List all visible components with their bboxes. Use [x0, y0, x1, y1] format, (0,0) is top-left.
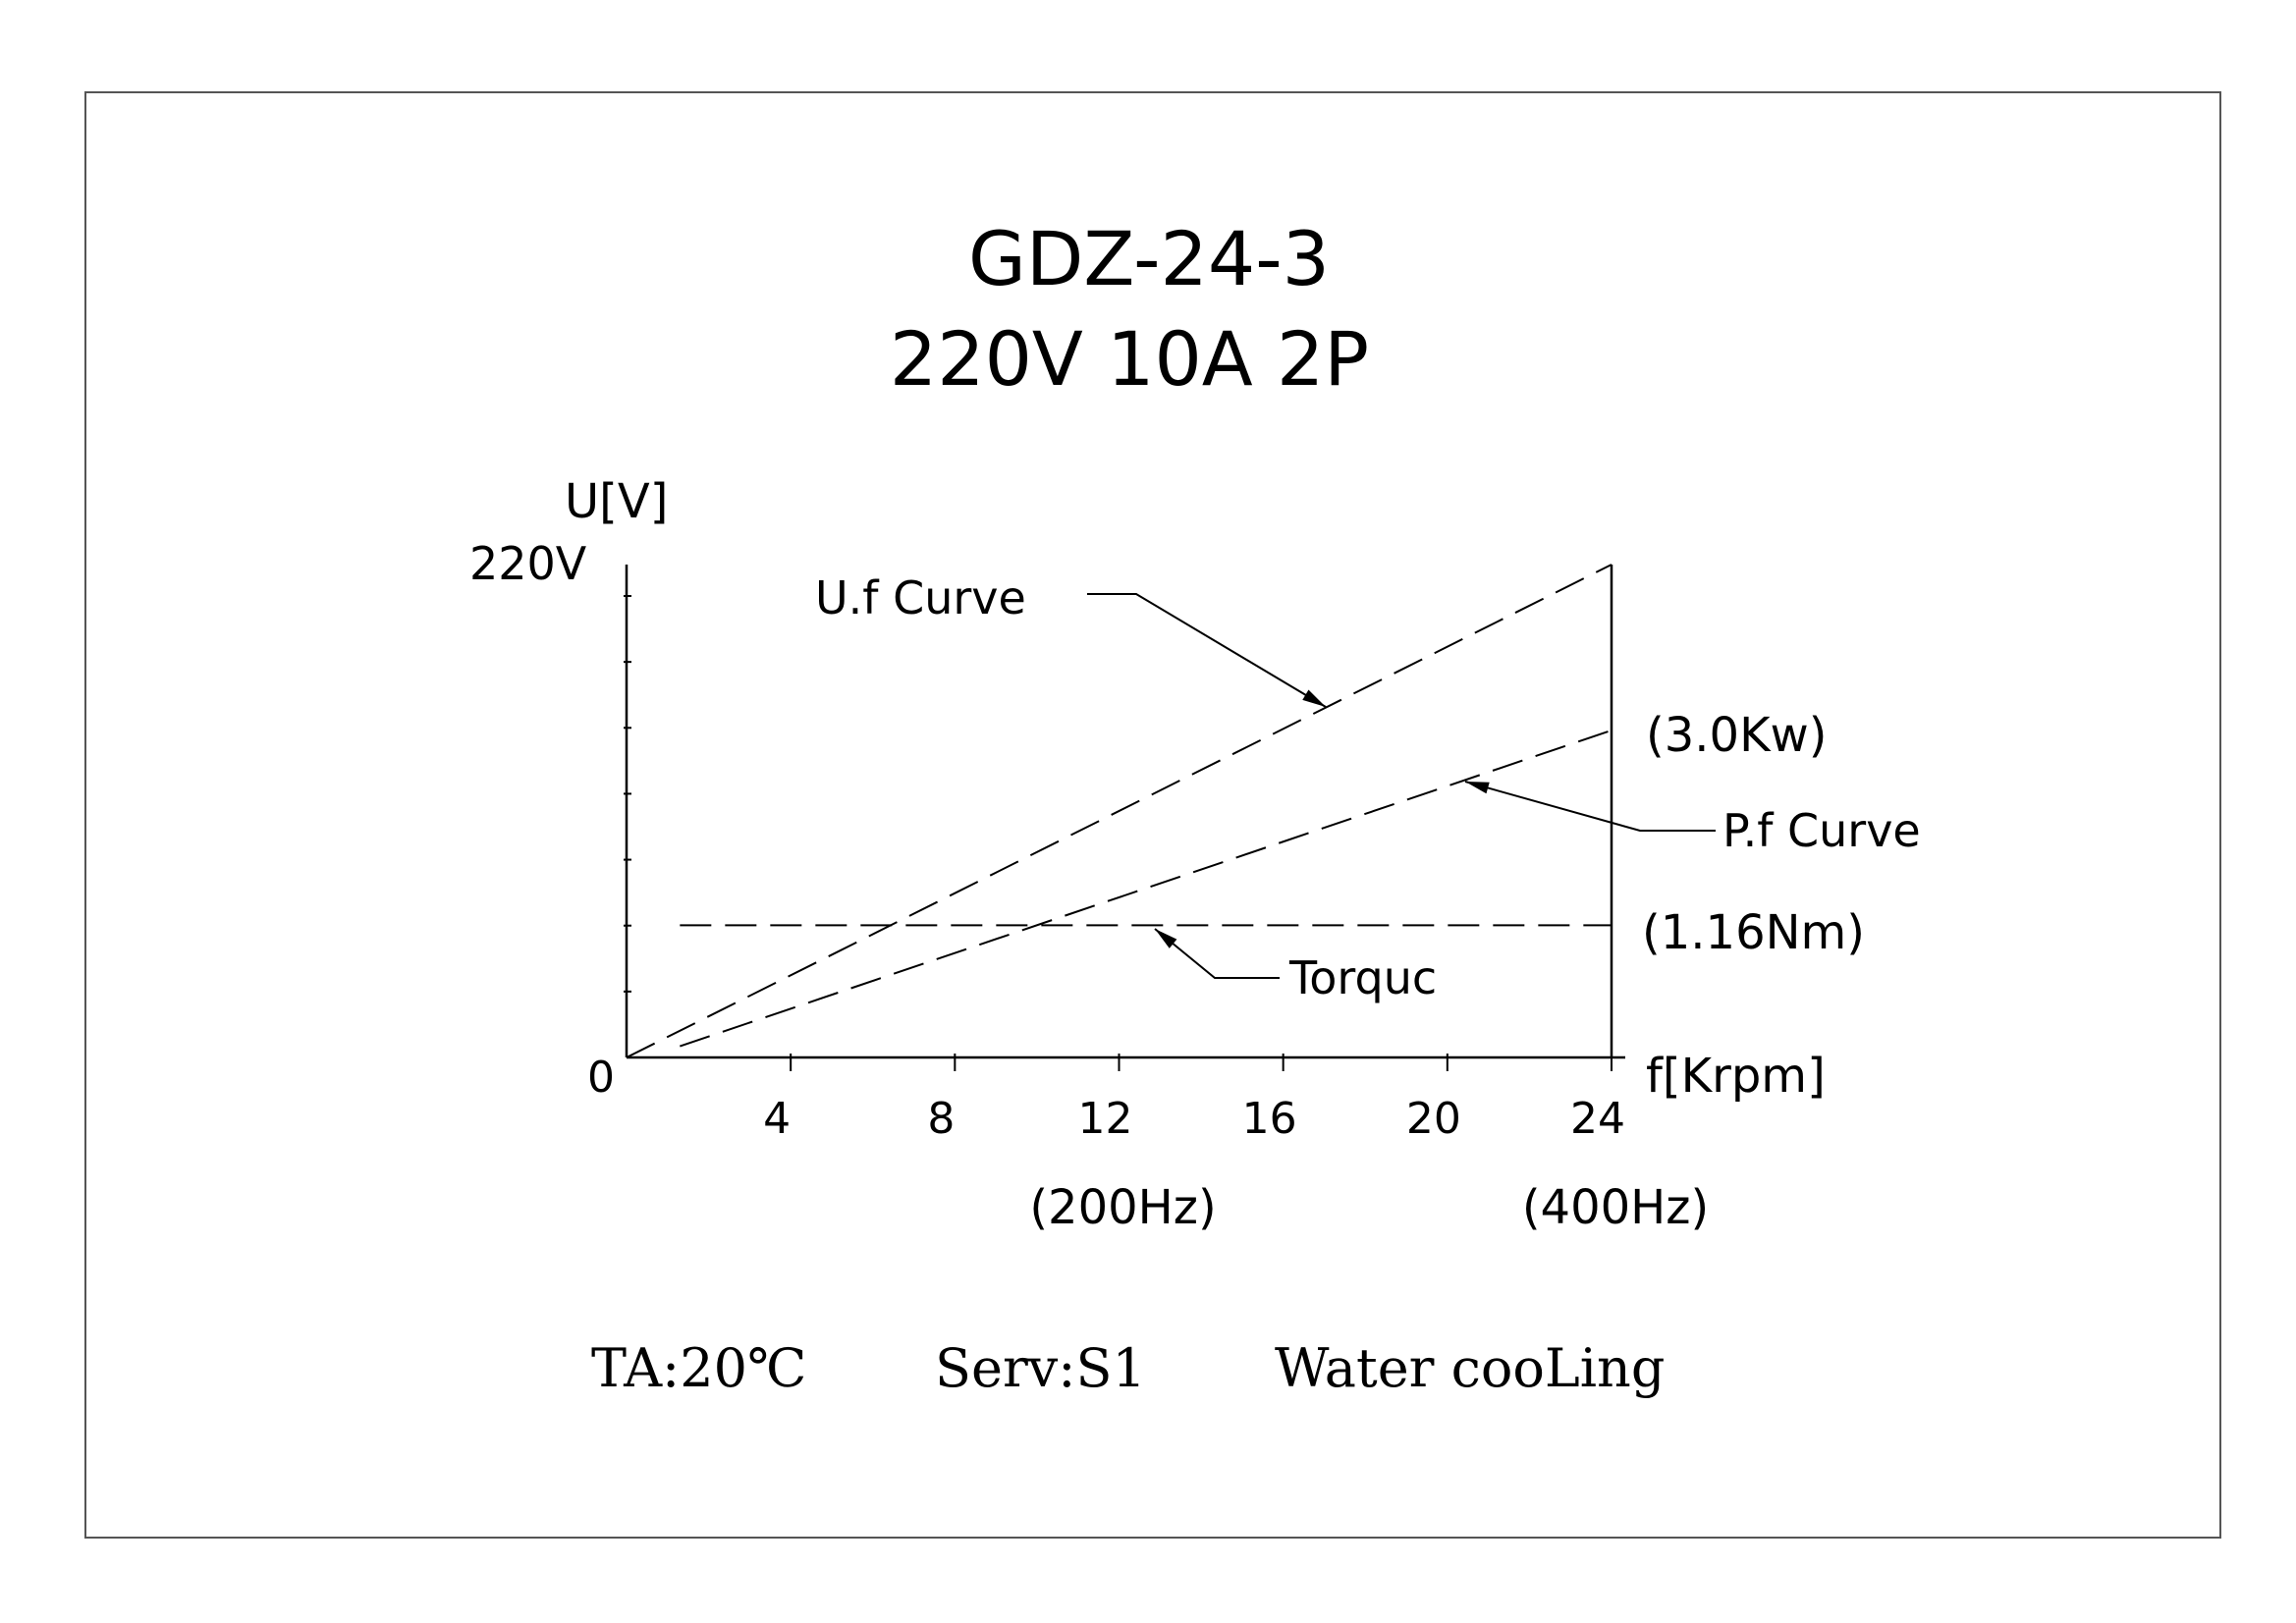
- x-tick-label: 16: [1242, 1094, 1297, 1144]
- annotations: U.f Curve P.f Curve (3.0Kw) Torquc (1.16Nm): [815, 571, 1921, 1004]
- cooling-type: Water cooLing: [1275, 1337, 1665, 1399]
- torque-label: Torquc: [1288, 951, 1437, 1004]
- frequency-label: (400Hz): [1522, 1180, 1709, 1235]
- power-rating-label: (3.0Kw): [1646, 708, 1828, 763]
- chart-subtitle: 220V 10A 2P: [890, 315, 1369, 403]
- pf-leader-line: [1464, 781, 1716, 832]
- uf-curve-line: [626, 564, 1613, 1058]
- origin-label: 0: [587, 1053, 615, 1103]
- torque-leader-line: [1154, 928, 1280, 979]
- x-tick-label: 12: [1078, 1094, 1133, 1144]
- y-max-label: 220V: [469, 537, 587, 590]
- uf-leader-line: [1087, 593, 1327, 708]
- ambient-temperature: TA:20℃: [591, 1337, 806, 1399]
- pf-curve-label: P.f Curve: [1722, 804, 1921, 857]
- x-tick-label: 4: [763, 1094, 791, 1144]
- uf-curve-label: U.f Curve: [815, 571, 1026, 624]
- chart-title: GDZ-24-3: [968, 215, 1330, 302]
- service-duty: Serv:S1: [935, 1337, 1146, 1399]
- x-tick-label: 8: [927, 1094, 955, 1144]
- uf-arrow-head: [1302, 689, 1326, 707]
- pf-curve-line: [680, 729, 1613, 1048]
- frequency-label: (200Hz): [1029, 1180, 1216, 1235]
- sheet-border: [84, 91, 2221, 1539]
- x-axis-label: f[Krpm]: [1646, 1049, 1826, 1104]
- frequency-labels: (200Hz) (400Hz): [1029, 1180, 1709, 1235]
- pf-arrow-head: [1465, 782, 1490, 794]
- x-tick-labels: 4 8 12 16 20 24: [763, 1094, 1625, 1144]
- x-tick-label: 24: [1570, 1094, 1625, 1144]
- series-lines: [626, 564, 1613, 1058]
- x-tick-label: 20: [1406, 1094, 1461, 1144]
- torque-arrow-head: [1155, 929, 1177, 948]
- axes: [624, 565, 1625, 1071]
- y-axis-label: U[V]: [565, 474, 668, 529]
- torque-rating-label: (1.16Nm): [1642, 905, 1865, 960]
